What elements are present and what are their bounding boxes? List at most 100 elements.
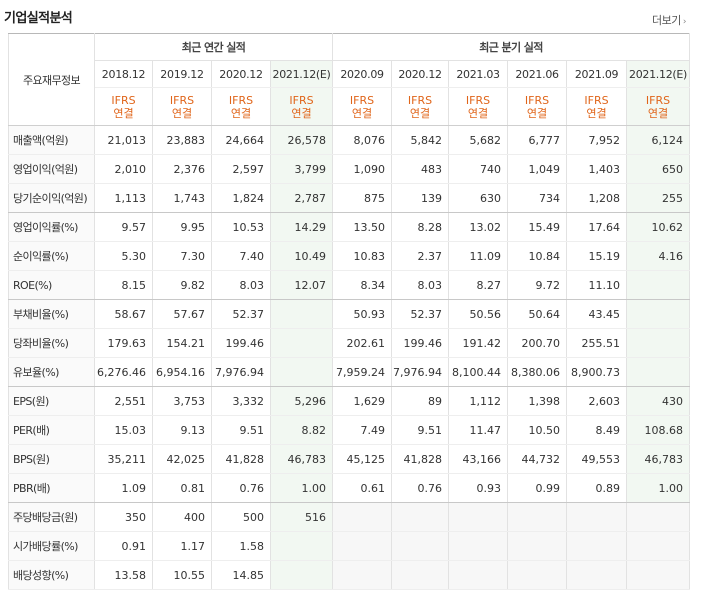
table-cell: 0.89 (566, 473, 628, 503)
table-cell (269, 531, 334, 561)
ifrs-basis-header: IFRS 연결 (448, 87, 509, 126)
table-cell: 6,954.16 (152, 357, 212, 387)
chevron-right-icon: › (682, 17, 687, 27)
table-cell: 1,743 (152, 183, 212, 213)
table-cell: 0.93 (448, 473, 509, 503)
financial-table: 주요재무정보 최근 연간 실적 최근 분기 실적 2018.12 2019.12 2… (8, 33, 691, 590)
table-cell: 500 (211, 502, 271, 532)
row-label: 순이익률(%) (8, 241, 95, 271)
table-cell (507, 531, 568, 561)
period-header: 2021.12(E) (626, 60, 691, 88)
quarter-header: 최근 분기 실적 (332, 33, 691, 61)
table-cell: 8.03 (391, 270, 450, 300)
table-cell (626, 328, 691, 358)
period-label: 2019.12 (160, 67, 204, 81)
table-cell: 1,113 (94, 183, 153, 213)
table-cell: 3,332 (211, 386, 271, 416)
table-cell: 7,976.94 (211, 357, 271, 387)
ifrs-basis-header: IFRS 연결 (391, 87, 450, 126)
table-cell: 46,783 (626, 444, 691, 474)
row-label: BPS(원) (8, 444, 95, 474)
ifrs-label: IFRS (584, 93, 609, 107)
ifrs-label: IFRS (524, 93, 550, 107)
period-label: 2020.12 (219, 67, 263, 81)
ifrs-label: IFRS (407, 93, 433, 107)
ifrs-basis-header: IFRS 연결 (566, 87, 628, 126)
ifrs-basis-header: IFRS 연결 (332, 87, 393, 126)
table-cell: 9.57 (94, 212, 153, 242)
table-cell: 1,824 (211, 183, 271, 213)
row-label: 매출액(억원) (8, 125, 95, 155)
table-row: 영업이익률(%) 9.57 9.95 10.53 14.29 13.50 8.28 13.02… (8, 212, 691, 242)
table-cell: 1,403 (566, 154, 628, 184)
table-cell: 49,553 (566, 444, 628, 474)
ifrs-basis-header: IFRS 연결 (269, 87, 334, 126)
table-cell: 5.30 (94, 241, 153, 271)
table-cell: 4.16 (626, 241, 691, 271)
period-header: 2020.09 (332, 60, 393, 88)
table-cell: 9.13 (152, 415, 212, 445)
table-cell: 1,049 (507, 154, 568, 184)
period-header: 2021.03 (448, 60, 509, 88)
table-cell: 8.82 (269, 415, 334, 445)
row-label: 부채비율(%) (8, 299, 95, 329)
more-link[interactable]: 더보기 › (652, 12, 687, 28)
table-cell: 15.49 (507, 212, 568, 242)
ifrs-label: IFRS (289, 93, 314, 107)
table-cell: 7,959.24 (332, 357, 393, 387)
table-cell: 52.37 (211, 299, 271, 329)
table-cell: 108.68 (626, 415, 691, 445)
table-cell: 11.10 (566, 270, 628, 300)
table-row: 시가배당률(%) 0.91 1.17 1.58 (8, 531, 691, 561)
table-cell: 15.03 (94, 415, 153, 445)
table-cell: 430 (626, 386, 691, 416)
ifrs-basis-header: IFRS 연결 (211, 87, 271, 126)
ifrs-label: IFRS (169, 93, 195, 107)
table-cell: 483 (391, 154, 450, 184)
table-cell: 400 (152, 502, 212, 532)
table-cell: 10.49 (269, 241, 334, 271)
table-cell: 50.93 (332, 299, 393, 329)
table-cell: 350 (94, 502, 153, 532)
table-cell: 43,166 (448, 444, 509, 474)
table-cell: 14.85 (211, 560, 271, 590)
table-cell (507, 560, 568, 590)
table-cell: 45,125 (332, 444, 393, 474)
table-cell (332, 502, 393, 532)
period-header: 2021.12(E) (269, 60, 334, 88)
table-cell: 1.00 (626, 473, 691, 503)
table-cell: 200.70 (507, 328, 568, 358)
table-cell (391, 531, 450, 561)
table-row: 당좌비율(%) 179.63 154.21 199.46 202.61 199.46 191… (8, 328, 691, 358)
table-cell: 8.27 (448, 270, 509, 300)
table-cell (566, 531, 628, 561)
period-header: 2019.12 (152, 60, 212, 88)
table-cell: 5,296 (269, 386, 334, 416)
table-cell: 26,578 (269, 125, 334, 155)
table-cell: 24,664 (211, 125, 271, 155)
table-row: ROE(%) 8.15 9.82 8.03 12.07 8.34 8.03 8.27 9.72 1… (8, 270, 691, 300)
table-cell: 6,124 (626, 125, 691, 155)
table-cell (391, 502, 450, 532)
table-cell (391, 560, 450, 590)
table-cell: 5,842 (391, 125, 450, 155)
consolidated-label: 연결 (171, 106, 193, 120)
table-cell: 734 (507, 183, 568, 213)
table-row: 당기순이익(억원) 1,113 1,743 1,824 2,787 875 139 630 73… (8, 183, 691, 213)
table-row: 부채비율(%) 58.67 57.67 52.37 50.93 52.37 50.56 50.… (8, 299, 691, 329)
table-cell: 10.62 (626, 212, 691, 242)
row-label: 배당성향(%) (8, 560, 95, 590)
table-cell: 41,828 (211, 444, 271, 474)
row-label: PBR(배) (8, 473, 95, 503)
table-cell: 35,211 (94, 444, 153, 474)
table-cell (626, 502, 691, 532)
table-cell: 8.15 (94, 270, 153, 300)
table-cell: 255 (626, 183, 691, 213)
table-cell: 58.67 (94, 299, 153, 329)
table-cell: 7,952 (566, 125, 628, 155)
table-cell: 9.82 (152, 270, 212, 300)
table-cell: 12.07 (269, 270, 334, 300)
ifrs-label: IFRS (645, 93, 671, 107)
table-cell (566, 560, 628, 590)
